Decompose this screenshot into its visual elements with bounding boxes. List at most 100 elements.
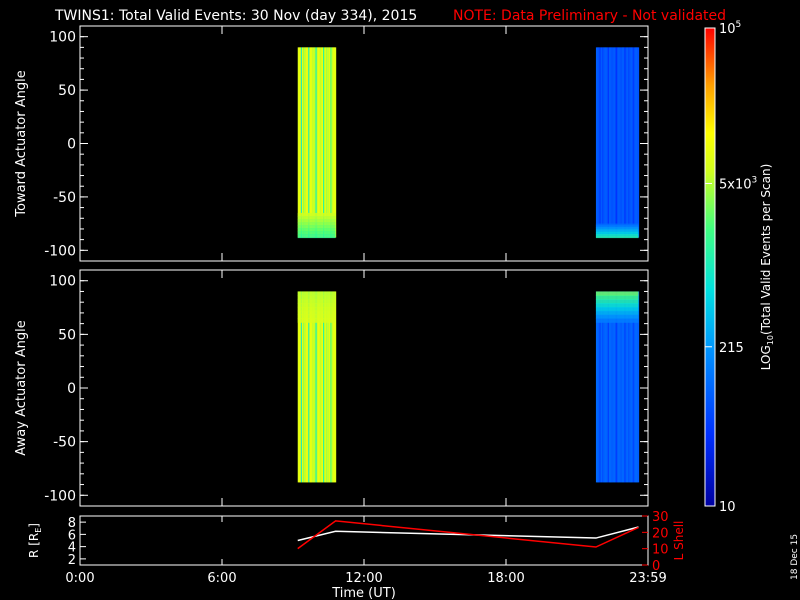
toward-heatmap-panel: 100 50 0 -50 -100 Toward Actuator Angle bbox=[14, 25, 649, 262]
heatmap-cell bbox=[314, 47, 317, 238]
heatmap-cell bbox=[301, 291, 304, 483]
y-tick-label: 0 bbox=[67, 381, 76, 397]
heatmap-cell bbox=[313, 47, 316, 238]
heatmap-cell bbox=[327, 47, 329, 238]
heatmap-cell bbox=[595, 306, 639, 312]
heatmap-cell bbox=[333, 47, 336, 238]
heatmap-cell bbox=[325, 47, 327, 238]
y-tick-label: 50 bbox=[58, 83, 76, 99]
heatmap-cell bbox=[595, 228, 639, 232]
heatmap-cell bbox=[618, 291, 621, 483]
y-axis-label: R [RE] bbox=[27, 523, 43, 558]
heatmap-cell bbox=[297, 299, 336, 304]
heatmap-cell bbox=[613, 47, 616, 238]
heatmap-cell bbox=[632, 47, 635, 238]
heatmap-cell bbox=[311, 47, 314, 238]
heatmap-cell bbox=[298, 47, 301, 238]
heatmap-cell bbox=[307, 47, 309, 238]
heatmap-cell bbox=[297, 295, 336, 300]
heatmap-cell bbox=[324, 47, 326, 238]
heatmap-cell bbox=[312, 291, 315, 483]
heatmap-cell bbox=[605, 47, 608, 238]
y-tick-label: 100 bbox=[49, 30, 76, 46]
heatmap-cell bbox=[308, 291, 310, 483]
heatmap-cell bbox=[623, 47, 625, 238]
x-tick-label: 12:00 bbox=[345, 571, 382, 586]
heatmap-cell bbox=[324, 291, 326, 483]
heatmap-cell bbox=[598, 47, 601, 238]
x-tick-label: 0:00 bbox=[65, 571, 94, 586]
heatmap-cell bbox=[305, 291, 307, 483]
preliminary-note: NOTE: Data Preliminary - Not validated bbox=[453, 8, 726, 24]
heatmap-cell bbox=[320, 291, 323, 483]
heatmap-cell bbox=[630, 47, 633, 238]
colorbar-tick-label: 10 bbox=[719, 500, 736, 515]
heatmap-cell bbox=[630, 291, 633, 483]
heatmap-cell bbox=[601, 47, 604, 238]
heatmap-cell bbox=[626, 291, 629, 483]
heatmap-cell bbox=[297, 222, 336, 226]
heatmap-cell bbox=[595, 234, 639, 237]
heatmap-cell bbox=[595, 230, 639, 233]
heatmap-cell bbox=[307, 291, 309, 483]
heatmap-cell bbox=[624, 291, 627, 483]
heatmap-cell bbox=[300, 291, 303, 483]
y-tick-label: 100 bbox=[49, 274, 76, 290]
heatmap-cell bbox=[595, 227, 639, 230]
plot-frame bbox=[79, 269, 649, 507]
heatmap-cell bbox=[599, 47, 602, 238]
heatmap-cell bbox=[297, 291, 336, 296]
x-tick-label: 23:59 bbox=[629, 571, 666, 586]
y-tick-label: 0 bbox=[67, 137, 76, 153]
heatmap-cell bbox=[608, 291, 611, 483]
heatmap-cell bbox=[636, 47, 638, 238]
y-tick-label: 50 bbox=[58, 327, 76, 343]
y-axis-label: Away Actuator Angle bbox=[14, 320, 29, 455]
heatmap-cell bbox=[632, 291, 635, 483]
y-tick-label: -50 bbox=[53, 190, 76, 206]
colorbar-tick-label: 105 bbox=[719, 20, 741, 37]
heatmap-cell bbox=[317, 47, 320, 238]
heatmap-cell bbox=[621, 47, 624, 238]
heatmap-cell bbox=[616, 291, 618, 483]
colorbar-tick-label: 215 bbox=[719, 341, 744, 356]
heatmap-cell bbox=[328, 291, 330, 483]
heatmap-cell bbox=[606, 47, 609, 238]
heatmap-cell bbox=[325, 291, 327, 483]
heatmap-cell bbox=[304, 291, 306, 483]
x-axis-label: Time (UT) bbox=[331, 586, 396, 600]
heatmap-cell bbox=[600, 47, 603, 238]
heatmap-cell bbox=[605, 291, 608, 483]
heatmap-cell bbox=[604, 291, 606, 483]
heatmap-cell bbox=[333, 291, 336, 483]
heatmap-cell bbox=[313, 291, 316, 483]
heatmap-cell bbox=[633, 47, 636, 238]
heatmap-cell bbox=[595, 310, 639, 316]
heatmap-cell bbox=[617, 47, 620, 238]
heatmap-cell bbox=[305, 47, 307, 238]
heatmap-cell bbox=[595, 302, 639, 308]
heatmap-cell bbox=[595, 223, 639, 226]
colorbar: 105 5x103 215 10 LOG10(Total Valid Events p… bbox=[704, 20, 775, 515]
heatmap-cell bbox=[321, 47, 324, 238]
heatmap-cell bbox=[319, 291, 322, 483]
y-tick-label: 2 bbox=[68, 553, 76, 568]
x-tick-label: 6:00 bbox=[207, 571, 236, 586]
heatmap-cell bbox=[315, 47, 318, 238]
heatmap-cell bbox=[637, 47, 640, 238]
heatmap-cell bbox=[595, 232, 639, 235]
heatmap-cell bbox=[619, 47, 622, 238]
plot-frame bbox=[79, 25, 649, 262]
heatmap-cell bbox=[627, 47, 630, 238]
heatmap-cell bbox=[297, 310, 336, 316]
heatmap-cell bbox=[619, 291, 622, 483]
heatmap-cell bbox=[595, 291, 598, 483]
heatmap-cell bbox=[614, 47, 617, 238]
heatmap-cell bbox=[620, 291, 623, 483]
heatmap-cell bbox=[631, 47, 634, 238]
heatmap-cell bbox=[326, 291, 328, 483]
heatmap-cell bbox=[595, 235, 639, 239]
heatmap-cell bbox=[618, 47, 621, 238]
colorbar-gradient bbox=[704, 27, 716, 507]
